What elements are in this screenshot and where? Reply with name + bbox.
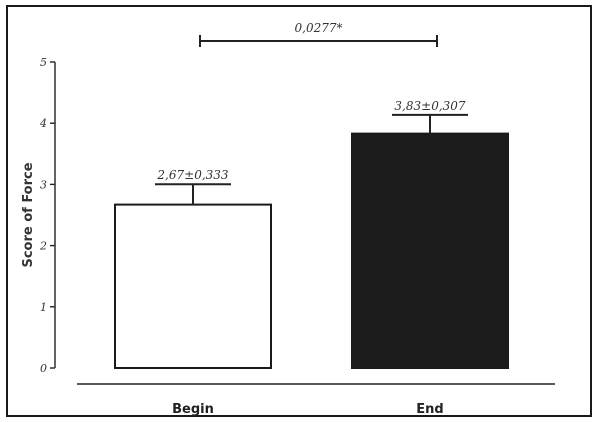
error-bars xyxy=(155,113,468,205)
y-tick-label: 3 xyxy=(40,178,47,191)
y-tick-label: 5 xyxy=(40,56,47,69)
significance-label: 0,0277* xyxy=(295,21,343,35)
data-label-end: 3,83±0,307 xyxy=(394,99,465,113)
y-axis-ticks: 0 1 2 3 4 5 xyxy=(39,56,55,375)
y-tick-label: 1 xyxy=(40,301,47,314)
bars xyxy=(114,132,509,369)
data-label-begin: 2,67±0,333 xyxy=(156,168,228,182)
x-tick-label-begin: Begin xyxy=(172,402,214,417)
chart-frame xyxy=(6,5,592,417)
bar-begin xyxy=(114,203,272,369)
bar-end xyxy=(351,132,509,369)
y-tick-label: 0 xyxy=(40,362,47,375)
y-tick-label: 4 xyxy=(39,117,47,130)
x-tick-label-end: End xyxy=(416,402,443,417)
category-labels: Begin End xyxy=(172,402,444,417)
data-labels: 2,67±0,333 3,83±0,307 xyxy=(156,99,465,182)
significance-bracket: 0,0277* xyxy=(199,21,438,47)
y-axis-label: Score of Force xyxy=(21,162,36,267)
y-tick-label: 2 xyxy=(39,240,47,253)
